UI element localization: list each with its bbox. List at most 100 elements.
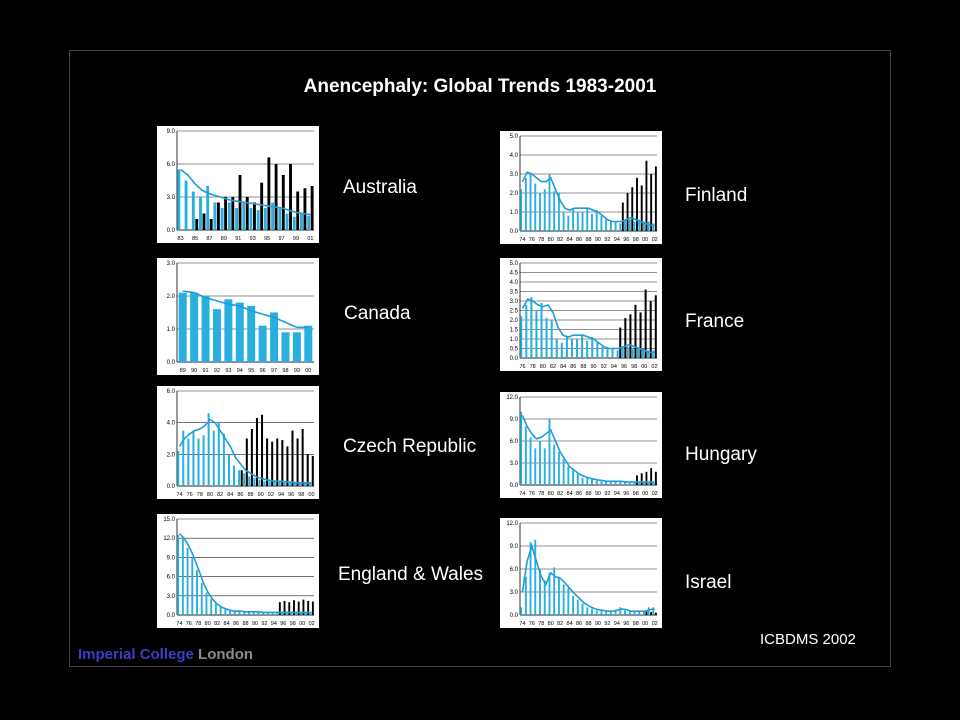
france-xtick-label: 96 — [621, 364, 627, 370]
australia-bar-dark — [231, 197, 235, 230]
england-bar-light — [290, 613, 293, 615]
france-bar-dark — [634, 304, 637, 358]
hungary-bar-dark — [650, 468, 653, 485]
hungary-bar-light — [609, 481, 612, 485]
england-ytick-label: 15.0 — [163, 517, 175, 523]
israel-xtick-label: 80 — [548, 621, 554, 627]
czech-bar-light — [263, 481, 266, 486]
hungary-bar-light — [543, 448, 546, 485]
england-xtick-label: 80 — [205, 621, 211, 627]
australia-bar-light — [256, 210, 260, 230]
israel-trend-line — [521, 543, 655, 612]
israel-bar-light — [557, 576, 560, 615]
logo-part-2: London — [198, 646, 254, 663]
finland-xtick-label: 98 — [633, 237, 639, 243]
czech-bar-dark — [296, 438, 299, 486]
england-bar-dark — [288, 602, 291, 615]
czech-ytick-label: 4.0 — [167, 421, 176, 427]
czech-bar-dark — [245, 438, 248, 486]
canada-bar-light — [247, 305, 256, 362]
hungary-xtick-label: 84 — [567, 491, 573, 497]
label-israel: Israel — [685, 572, 732, 593]
australia-bar-light — [184, 180, 188, 230]
canada-xtick-label: 97 — [271, 368, 277, 374]
france-ytick-label: 4.5 — [510, 271, 519, 277]
france-ytick-label: 5.0 — [510, 261, 519, 267]
finland-bar-light — [548, 174, 551, 231]
hungary-ytick-label: 3.0 — [510, 461, 519, 467]
australia-xtick-label: 93 — [250, 236, 256, 242]
finland-bar-light — [567, 215, 570, 231]
israel-bar-light — [624, 610, 626, 615]
canada-bar-light — [281, 332, 290, 362]
israel-xtick-label: 90 — [595, 621, 601, 627]
finland-bar-light — [581, 212, 584, 231]
england-ytick-label: 3.0 — [167, 594, 176, 600]
england-xtick-label: 00 — [299, 621, 305, 627]
czech-bar-light — [273, 481, 276, 486]
israel-bar-light — [539, 569, 541, 615]
israel-ytick-label: 3.0 — [510, 590, 519, 596]
czech-bar-light — [197, 438, 200, 486]
finland-bar-light — [534, 183, 537, 231]
england-bar-dark — [302, 599, 305, 615]
israel-xtick-label: 94 — [614, 621, 620, 627]
australia-bar-dark — [216, 202, 220, 230]
australia-xtick-label: 91 — [235, 236, 241, 242]
hungary-ytick-label: 12.0 — [506, 395, 518, 401]
hungary-ytick-label: 6.0 — [510, 439, 519, 445]
england-bar-light — [181, 538, 184, 615]
israel-ytick-label: 0.0 — [510, 613, 519, 619]
logo-part-1: Imperial College — [78, 646, 199, 663]
czech-bar-dark — [291, 430, 294, 486]
finland-ytick-label: 1.0 — [510, 210, 519, 216]
france-xtick-label: 80 — [540, 364, 546, 370]
finland-bar-light — [614, 221, 617, 231]
england-bar-light — [276, 613, 279, 615]
israel-ytick-label: 6.0 — [510, 567, 519, 573]
england-bar-light — [238, 611, 241, 615]
france-bar-light — [586, 340, 589, 358]
australia-xtick-label: 89 — [221, 236, 227, 242]
czech-xtick-label: 94 — [278, 492, 284, 498]
france-trend-line — [521, 298, 655, 354]
israel-bar-light — [647, 607, 650, 615]
england-bar-light — [295, 613, 298, 615]
england-bar-light — [196, 570, 198, 615]
england-bar-dark — [283, 600, 286, 615]
england-bar-light — [243, 611, 246, 615]
england-ytick-label: 6.0 — [167, 575, 176, 581]
canada-xtick-label: 96 — [260, 368, 266, 374]
england-bar-light — [309, 613, 312, 615]
czech-bar-light — [233, 465, 236, 486]
israel-bar-light — [562, 584, 565, 615]
england-bar-light — [233, 610, 236, 615]
australia-bar-light — [235, 208, 238, 230]
hungary-xtick-label: 00 — [642, 491, 648, 497]
australia-xtick-label: 87 — [206, 236, 212, 242]
france-bar-light — [535, 310, 538, 358]
australia-bar-dark — [209, 219, 213, 230]
hungary-xtick-label: 76 — [529, 491, 535, 497]
czech-xtick-label: 98 — [298, 492, 304, 498]
england-ytick-label: 12.0 — [163, 536, 175, 542]
hungary-bar-light — [624, 482, 626, 485]
france-xtick-label: 82 — [550, 364, 556, 370]
hungary-bar-light — [591, 479, 593, 485]
finland-bar-light — [557, 193, 560, 231]
finland-xtick-label: 02 — [652, 237, 658, 243]
finland-bar-light — [643, 221, 645, 231]
hungary-bar-dark — [645, 471, 648, 485]
israel-bar-light — [572, 595, 575, 615]
finland-bar-dark — [650, 174, 653, 231]
finland-xtick-label: 96 — [623, 237, 629, 243]
czech-bar-dark — [276, 438, 279, 486]
france-bar-light — [652, 350, 655, 358]
finland-bar-light — [543, 189, 546, 231]
czech-bar-light — [298, 482, 302, 486]
finland-bar-light — [524, 177, 527, 231]
czech-trend-line — [178, 418, 312, 484]
canada-bar-light — [292, 332, 301, 362]
canada-ytick-label: 2.0 — [167, 294, 176, 300]
finland-bar-dark — [626, 193, 629, 231]
